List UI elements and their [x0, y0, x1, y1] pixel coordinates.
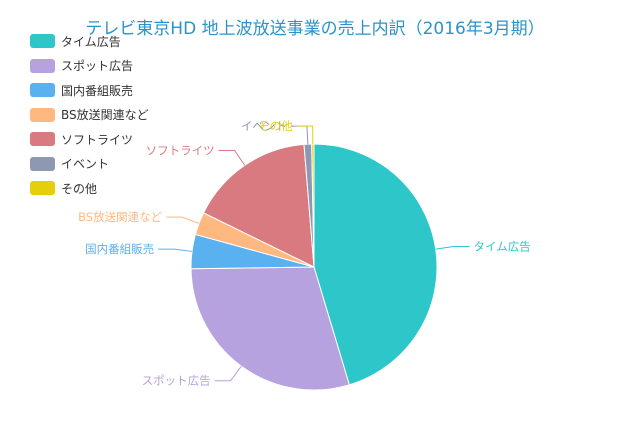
legend-label: スポット広告 — [61, 59, 134, 74]
pie-slice-label: BS放送関連など — [78, 210, 162, 224]
legend-label: ソフトライツ — [61, 132, 134, 147]
legend-swatch — [30, 132, 55, 147]
legend-label: その他 — [61, 181, 98, 196]
legend-item[interactable]: タイム広告 — [30, 29, 149, 54]
pie-leader-line — [166, 216, 200, 224]
legend-swatch — [30, 34, 55, 49]
legend-item[interactable]: 国内番組販売 — [30, 78, 149, 103]
legend-item[interactable]: スポット広告 — [30, 54, 149, 79]
legend-label: BS放送関連など — [61, 108, 149, 123]
pie-leader-line — [158, 248, 193, 252]
legend-label: 国内番組販売 — [61, 83, 134, 98]
legend-swatch — [30, 58, 55, 73]
pie-slice-label: 国内番組販売 — [85, 242, 154, 256]
pie-slice-label: スポット広告 — [142, 374, 211, 388]
pie-leader-line — [214, 365, 242, 382]
pie-slice[interactable] — [202, 143, 315, 268]
pie-slice[interactable] — [313, 143, 438, 386]
legend-item[interactable]: イベント — [30, 152, 149, 177]
legend-swatch — [30, 156, 55, 171]
pie-slice-label: その他 — [258, 119, 293, 133]
legend-swatch — [30, 107, 55, 122]
legend-label: イベント — [61, 157, 110, 172]
legend-item[interactable]: BS放送関連など — [30, 103, 149, 128]
pie-slice[interactable] — [311, 143, 315, 268]
pie-slice-label: イベント — [241, 119, 287, 133]
pie-leader-line — [296, 125, 314, 145]
legend-item[interactable]: その他 — [30, 176, 149, 201]
legend-item[interactable]: ソフトライツ — [30, 127, 149, 152]
pie-leader-line — [435, 246, 470, 250]
pie-leader-line — [290, 125, 309, 145]
pie-slice-label: ソフトライツ — [146, 143, 215, 157]
legend-swatch — [30, 181, 55, 196]
legend: タイム広告 スポット広告 国内番組販売 BS放送関連など ソフトライツ イベント… — [30, 29, 149, 201]
pie-slice[interactable] — [190, 266, 350, 391]
pie-leader-line — [218, 149, 246, 166]
pie-slice-label: タイム広告 — [474, 240, 531, 254]
chart-title: テレビ東京HD 地上波放送事業の売上内訳（2016年3月期） — [85, 19, 545, 39]
legend-label: タイム広告 — [61, 34, 121, 49]
legend-swatch — [30, 83, 55, 98]
